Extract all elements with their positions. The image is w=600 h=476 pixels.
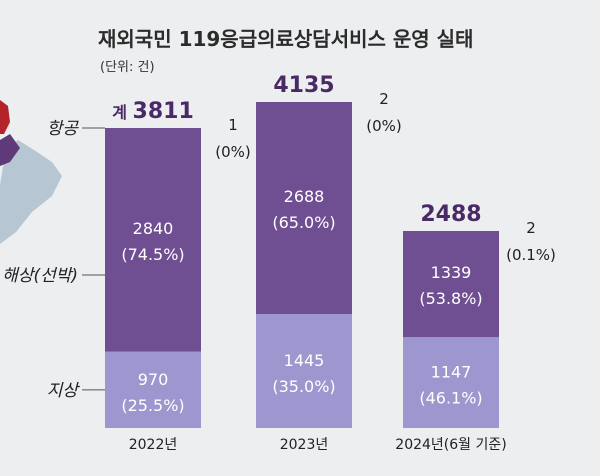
bar-sea-0: [105, 128, 201, 352]
label-ground-1: 1445 (35.0%): [272, 351, 335, 396]
series-label-1: 해상(선박): [2, 266, 78, 286]
chart-title: 재외국민 119응급의료상담서비스 운영 실태: [98, 27, 473, 51]
bar-sea-2: [403, 231, 499, 338]
total-label-0: 계 3811: [112, 99, 194, 124]
label-sea-0: 2840 (74.5%): [121, 219, 184, 264]
label-air-1: 2 (0%): [366, 90, 402, 135]
label-ground-0: 970 (25.5%): [121, 370, 184, 415]
label-sea-1: 2688 (65.0%): [272, 187, 335, 232]
x-tick-label-0: 2022년: [129, 437, 178, 453]
series-label-0: 지상: [47, 381, 81, 401]
map-pin: [0, 100, 10, 134]
bar-ground-1: [256, 314, 352, 428]
map-layer: [0, 134, 20, 166]
label-air-2: 2 (0.1%): [506, 219, 556, 264]
total-label-1: 4135: [273, 73, 334, 98]
bar-ground-0: [105, 351, 201, 428]
label-air-0: 1 (0%): [215, 116, 251, 161]
total-label-2: 2488: [420, 202, 481, 227]
map-shape: [0, 140, 62, 244]
map-decoration: [0, 100, 62, 244]
bar-ground-2: [403, 337, 499, 428]
bars: [105, 102, 499, 428]
label-sea-2: 1339 (53.8%): [419, 263, 482, 308]
x-axis: 2022년 2023년 2024년(6월 기준): [129, 437, 507, 453]
x-tick-label-2: 2024년(6월 기준): [395, 437, 506, 453]
x-tick-label-1: 2023년: [280, 437, 329, 453]
bar-sea-1: [256, 102, 352, 315]
data-labels: 970 (25.5%) 2840 (74.5%) 1 (0%) 계 3811 1445 (35.…: [112, 73, 556, 415]
series-label-2: 항공: [47, 119, 80, 139]
label-ground-2: 1147 (46.1%): [419, 363, 482, 408]
chart-subtitle: (단위: 건): [100, 60, 155, 75]
